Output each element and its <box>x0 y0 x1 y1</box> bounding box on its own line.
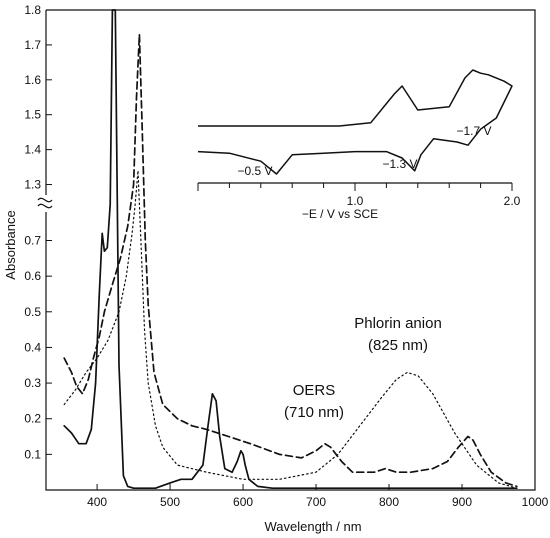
y-tick-label-0.7: 0.7 <box>24 234 41 248</box>
inset-tick-label-1.0: 1.0 <box>347 194 364 208</box>
x-tick-label-1000: 1000 <box>522 495 549 509</box>
y-tick-label-upper-1.8: 1.8 <box>24 3 41 17</box>
inset-x-axis-label: −E / V vs SCE <box>302 207 378 221</box>
inset-annotation-1-7: −1.7 V <box>456 124 491 138</box>
annotation-phlorin: Phlorin anion <box>354 315 442 332</box>
main-series-dotted-line <box>63 170 518 489</box>
y-tick-label-upper-1.7: 1.7 <box>24 38 41 52</box>
y-tick-label-0.4: 0.4 <box>24 340 41 354</box>
y-tick-label-0.5: 0.5 <box>24 305 41 319</box>
inset-tick-label-2.0: 2.0 <box>504 194 521 208</box>
x-tick-label-400: 400 <box>87 495 107 509</box>
main-series-dashed-line <box>63 33 518 488</box>
y-tick-label-0.2: 0.2 <box>24 412 41 426</box>
x-tick-label-700: 700 <box>306 495 326 509</box>
annotation-oers: OERS <box>293 382 336 399</box>
y-tick-label-upper-1.6: 1.6 <box>24 73 41 87</box>
y-tick-label-0.3: 0.3 <box>24 376 41 390</box>
axis-break-marker <box>37 197 53 209</box>
main-series <box>63 9 518 490</box>
main-ticks: 400 500 600 700 800 900 1000 0.1 0.2 0.3 0.4 0.5 0.6… <box>24 3 548 509</box>
y-tick-label-0.1: 0.1 <box>24 447 41 461</box>
y-tick-label-upper-1.3: 1.3 <box>24 178 41 192</box>
main-series-solid-line <box>63 9 518 490</box>
y-tick-label-upper-1.5: 1.5 <box>24 108 41 122</box>
annotation-phlorin-wavelength: (825 nm) <box>368 337 428 354</box>
annotation-oers-wavelength: (710 nm) <box>284 404 344 421</box>
x-tick-label-500: 500 <box>160 495 180 509</box>
inset-annotation-0-5: −0.5 V <box>237 164 272 178</box>
series-break-gap <box>118 198 164 208</box>
x-tick-label-800: 800 <box>379 495 399 509</box>
inset-annotation-1-3: −1.3 V <box>382 157 417 171</box>
y-tick-label-upper-1.4: 1.4 <box>24 143 41 157</box>
cv-inset: 1.0 2.0 <box>197 69 521 208</box>
y-tick-label-0.6: 0.6 <box>24 269 41 283</box>
x-tick-label-600: 600 <box>233 495 253 509</box>
x-axis-label: Wavelength / nm <box>264 519 361 534</box>
x-tick-label-900: 900 <box>452 495 472 509</box>
cv-curve <box>197 69 513 175</box>
y-axis-label: Absorbance <box>3 210 18 279</box>
